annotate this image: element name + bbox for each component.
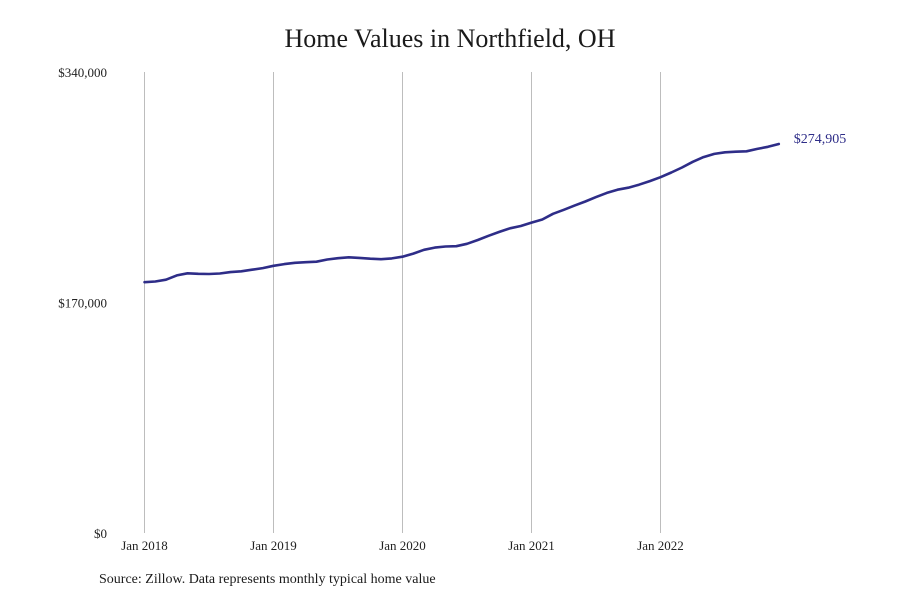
home-value-line bbox=[143, 142, 781, 284]
chart-title: Home Values in Northfield, OH bbox=[284, 24, 616, 53]
y-tick-label: $340,000 bbox=[58, 65, 107, 80]
x-tick-label: Jan 2021 bbox=[508, 538, 555, 553]
y-tick-label: $170,000 bbox=[58, 296, 107, 311]
x-tick-label: Jan 2020 bbox=[379, 538, 426, 553]
source-note: Source: Zillow. Data represents monthly … bbox=[99, 572, 436, 587]
y-axis-tick-labels: $0 $170,000 $340,000 bbox=[58, 65, 107, 541]
x-axis-tick-labels: Jan 2018 Jan 2019 Jan 2020 Jan 2021 Jan 2022 bbox=[121, 538, 684, 553]
gridlines bbox=[144, 72, 661, 533]
x-tick-label: Jan 2022 bbox=[637, 538, 684, 553]
y-tick-label: $0 bbox=[94, 526, 107, 541]
x-tick-label: Jan 2019 bbox=[250, 538, 297, 553]
x-tick-label: Jan 2018 bbox=[121, 538, 168, 553]
end-value-label: $274,905 bbox=[794, 132, 847, 147]
